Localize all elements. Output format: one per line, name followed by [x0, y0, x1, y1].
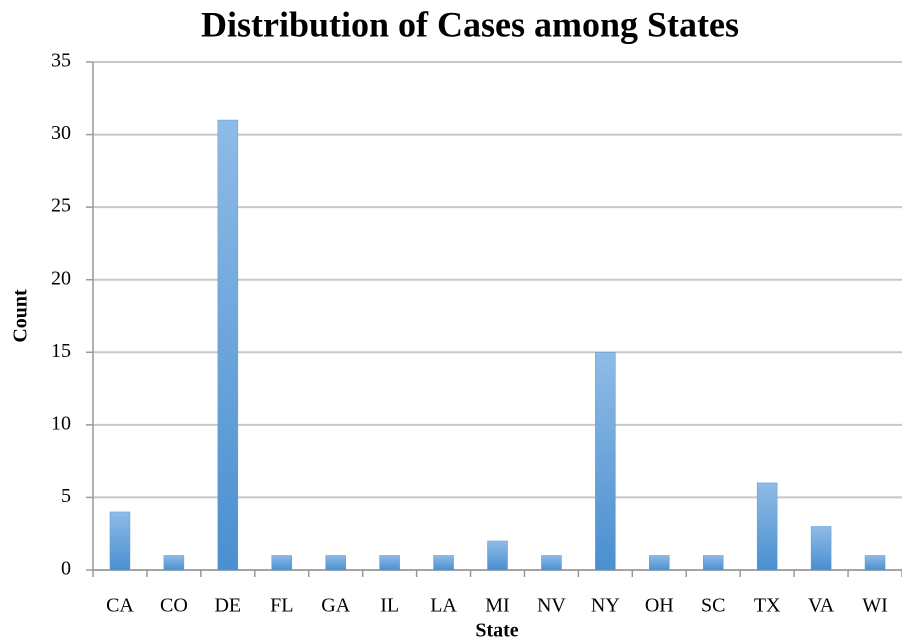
- bar: [756, 482, 778, 571]
- y-axis-label: Count: [10, 289, 32, 343]
- x-tick-label: DE: [214, 595, 241, 617]
- bar: [702, 555, 724, 571]
- x-tick-label: IL: [380, 595, 399, 617]
- x-tick-label: CA: [106, 595, 134, 617]
- x-tick-label: WI: [862, 595, 888, 617]
- x-tick-label: GA: [321, 595, 350, 617]
- bar: [595, 352, 616, 571]
- y-tick-label: 25: [51, 195, 71, 217]
- bar: [649, 555, 670, 571]
- y-tick-label: 15: [51, 340, 71, 362]
- bar: [217, 119, 239, 571]
- y-tick-label: 30: [51, 122, 71, 144]
- x-axis-label: State: [475, 620, 518, 642]
- bar: [541, 555, 562, 571]
- y-tick-label: 20: [51, 267, 71, 289]
- bar: [864, 555, 886, 571]
- y-tick-label: 10: [51, 412, 71, 434]
- y-tick-label: 35: [51, 50, 71, 72]
- x-tick-label: TX: [754, 595, 781, 617]
- x-tick-label: NV: [537, 595, 566, 617]
- bar: [810, 526, 832, 571]
- bar: [271, 555, 293, 571]
- chart-title: Distribution of Cases among States: [201, 4, 739, 44]
- x-tick-label: FL: [270, 595, 293, 617]
- y-tick-label: 5: [61, 485, 71, 507]
- bar: [379, 555, 400, 571]
- x-tick-label: NY: [591, 595, 620, 617]
- bar: [433, 555, 454, 571]
- bar: [163, 555, 185, 571]
- x-tick-label: OH: [645, 595, 674, 617]
- x-tick-label: CO: [160, 595, 188, 617]
- x-tick-label: MI: [485, 595, 509, 617]
- x-tick-label: VA: [808, 595, 835, 617]
- bar: [487, 540, 508, 571]
- x-tick-label: SC: [701, 595, 725, 617]
- bar: [325, 555, 346, 571]
- x-tick-label: LA: [430, 595, 457, 617]
- y-tick-label: 0: [61, 558, 71, 580]
- bar: [109, 511, 131, 571]
